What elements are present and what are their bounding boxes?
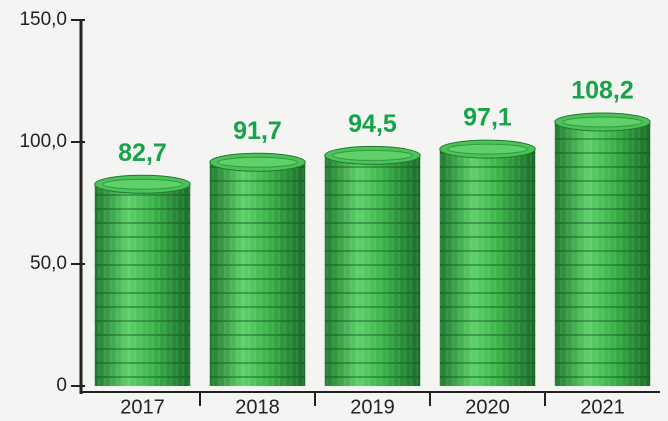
coin-top-inner <box>562 116 643 128</box>
value-label: 94,5 <box>348 110 397 138</box>
coin-top-inner <box>447 143 528 155</box>
coin-rims <box>554 121 651 386</box>
coin-rims <box>324 155 421 386</box>
x-tick-label: 2020 <box>465 396 510 418</box>
value-label: 91,7 <box>233 117 282 145</box>
y-tick-label: 0 <box>56 375 67 396</box>
coin-top-inner <box>332 149 413 161</box>
coin-top-inner <box>102 178 183 190</box>
x-tick-label: 2018 <box>235 396 280 418</box>
value-label: 108,2 <box>571 77 634 105</box>
x-tick-label: 2021 <box>580 396 625 418</box>
x-tick-label: 2019 <box>350 396 395 418</box>
y-tick-label: 50,0 <box>30 253 67 274</box>
coin-rims <box>209 162 306 386</box>
coin-top-inner <box>217 156 298 168</box>
value-label: 97,1 <box>463 104 512 132</box>
y-tick-label: 150,0 <box>19 9 67 30</box>
coin-rims <box>439 149 536 386</box>
value-label: 82,7 <box>118 139 167 167</box>
y-tick-label: 100,0 <box>19 131 67 152</box>
coin-rims <box>94 184 191 386</box>
x-tick-label: 2017 <box>120 396 165 418</box>
